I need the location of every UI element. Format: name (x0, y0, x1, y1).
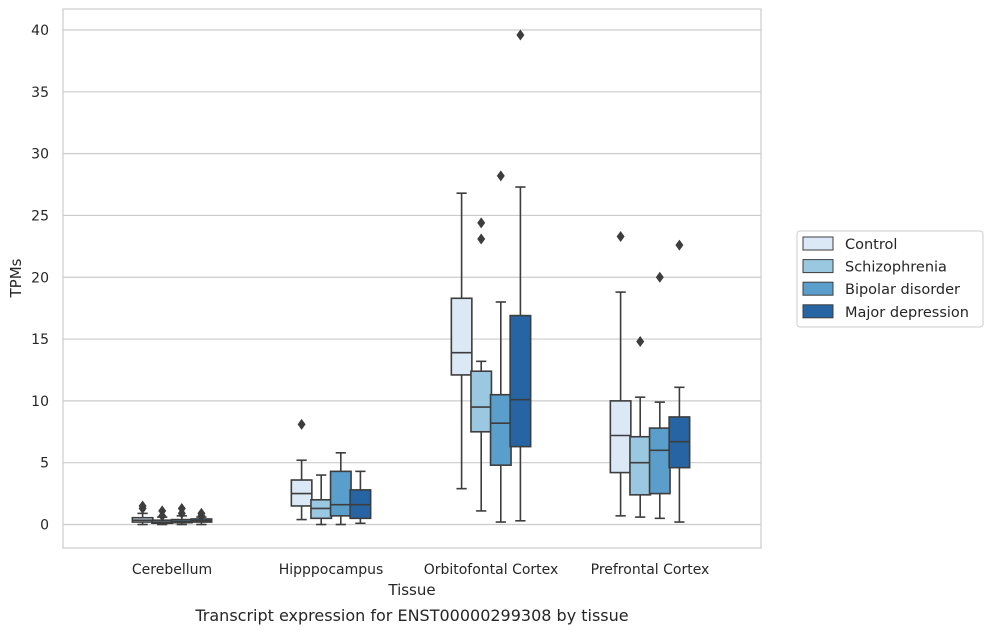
box-bipolar-disorder (329, 452, 352, 526)
y-tick-label: 40 (31, 23, 49, 39)
legend-label: Major depression (845, 305, 969, 321)
box-schizophrenia (470, 217, 493, 512)
box-major-depression (668, 239, 691, 523)
x-axis-ticks: Cerebellum Hipppocampus Orbitofontal Corte… (132, 562, 709, 578)
outlier-marker (177, 502, 186, 514)
legend-frame (796, 230, 984, 328)
legend-swatch (802, 304, 834, 319)
x-axis-label: Tissue (387, 581, 435, 599)
legend-label: Bipolar disorder (845, 282, 960, 298)
outlier-marker (297, 418, 306, 430)
box-control (450, 192, 473, 490)
box-groups (131, 29, 691, 526)
outlier-marker (675, 239, 684, 251)
legend-label: Schizophrenia (845, 260, 947, 276)
outlier-marker (496, 170, 505, 182)
box-iqr (329, 470, 352, 517)
outlier-marker (516, 29, 525, 41)
y-tick-label: 35 (31, 85, 49, 101)
box-schizophrenia (151, 505, 174, 526)
outlier-marker (655, 271, 664, 283)
y-axis-label: TPMs (7, 258, 25, 298)
outlier-marker (138, 500, 147, 512)
outlier-marker (197, 507, 206, 519)
box-iqr (629, 435, 652, 496)
legend: Control Schizophrenia Bipolar disorder Majo… (796, 230, 984, 328)
box-iqr (450, 297, 473, 376)
outlier-marker (616, 230, 625, 242)
box-schizophrenia (629, 336, 652, 518)
box-control (609, 230, 632, 517)
box-major-depression (509, 29, 532, 522)
legend-swatch (802, 259, 834, 274)
y-tick-label: 0 (40, 518, 49, 534)
y-tick-label: 15 (31, 332, 49, 348)
outlier-marker (477, 233, 486, 245)
box-bipolar-disorder (170, 502, 193, 526)
box-iqr (609, 400, 632, 474)
box-iqr (470, 370, 493, 433)
y-tick-label: 5 (40, 456, 49, 472)
x-tick-label: Prefrontal Cortex (591, 562, 710, 578)
x-tick-label: Hipppocampus (279, 562, 384, 578)
outlier-marker (158, 505, 167, 517)
y-tick-label: 10 (31, 394, 49, 410)
y-axis-ticks: 0 5 10 15 20 25 30 35 40 (31, 23, 49, 533)
box-control (290, 418, 313, 521)
box-iqr (489, 393, 512, 466)
y-tick-label: 25 (31, 208, 49, 224)
box-bipolar-disorder (489, 170, 512, 523)
x-tick-label: Cerebellum (132, 562, 212, 578)
y-tick-label: 20 (31, 270, 49, 286)
box-major-depression (349, 470, 372, 525)
outlier-marker (636, 336, 645, 348)
y-tick-label: 30 (31, 147, 49, 163)
legend-label: Control (845, 237, 897, 253)
legend-swatch (802, 236, 834, 251)
x-tick-label: Orbitofontal Cortex (424, 562, 559, 578)
box-iqr (648, 427, 671, 495)
legend-swatch (802, 281, 834, 296)
chart-caption: Transcript expression for ENST0000029930… (194, 606, 628, 625)
outlier-marker (477, 217, 486, 229)
box-major-depression (190, 507, 213, 526)
box-iqr (509, 314, 532, 448)
